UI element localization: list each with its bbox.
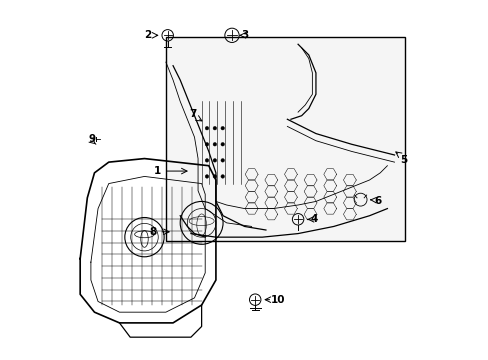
Circle shape (221, 158, 224, 162)
Text: 6: 6 (374, 197, 381, 206)
Circle shape (205, 158, 208, 162)
Text: 7: 7 (189, 109, 196, 119)
Circle shape (205, 143, 208, 146)
Text: 1: 1 (153, 166, 160, 176)
Text: 5: 5 (399, 156, 406, 165)
Circle shape (213, 175, 216, 178)
Circle shape (205, 175, 208, 178)
Circle shape (221, 126, 224, 130)
Circle shape (205, 126, 208, 130)
Text: 10: 10 (271, 295, 285, 305)
Text: 4: 4 (310, 214, 317, 224)
Circle shape (213, 143, 216, 146)
Text: 3: 3 (241, 30, 247, 40)
Bar (165, 37, 405, 241)
Circle shape (221, 143, 224, 146)
Text: 2: 2 (143, 30, 151, 40)
Text: 8: 8 (149, 227, 157, 237)
Circle shape (221, 175, 224, 178)
Text: 9: 9 (88, 134, 95, 144)
Circle shape (213, 158, 216, 162)
Circle shape (213, 126, 216, 130)
